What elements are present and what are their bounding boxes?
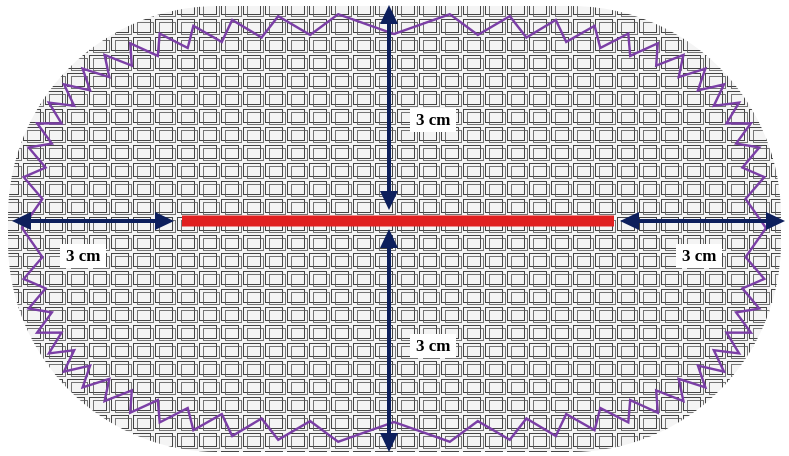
arrow-bottom [380,229,398,452]
zigzag-outline [20,12,767,444]
arrow-left [12,212,174,230]
label-bottom: 3 cm [410,334,457,358]
arrow-right [620,212,785,230]
arrow-top [380,5,398,210]
label-right: 3 cm [676,244,723,268]
label-left: 3 cm [60,244,107,268]
label-top: 3 cm [410,108,457,132]
